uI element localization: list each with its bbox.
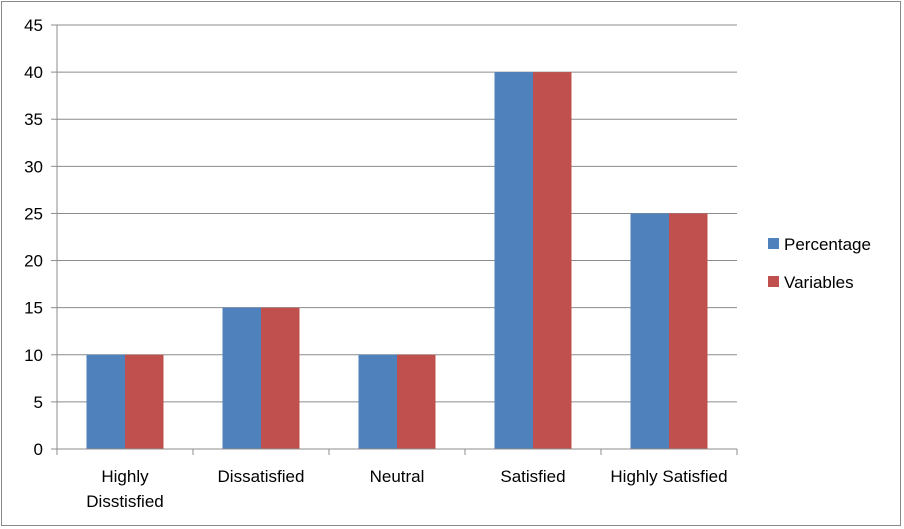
legend: Percentage Variables [768, 235, 871, 292]
x-tick-label: Neutral [370, 467, 425, 486]
bar-variables-0 [125, 354, 164, 449]
y-tick-label: 45 [24, 16, 43, 35]
legend-swatch [768, 238, 779, 249]
gridlines [51, 24, 737, 450]
y-tick-label: 30 [24, 157, 43, 176]
y-tick-label: 5 [34, 393, 43, 412]
y-tick-label: 10 [24, 346, 43, 365]
y-tick-labels: 0 5 10 15 20 25 30 35 40 45 [24, 16, 43, 459]
x-tick-label: Disstisfied [86, 492, 163, 511]
legend-label: Variables [784, 273, 854, 292]
bar-percentage-0 [86, 354, 125, 449]
legend-label: Percentage [784, 235, 871, 254]
bar-percentage-3 [494, 72, 533, 449]
y-tick-label: 35 [24, 110, 43, 129]
y-tick-label: 0 [34, 440, 43, 459]
axes [56, 25, 738, 455]
x-tick-label: Highly Satisfied [610, 467, 727, 486]
bar-percentage-4 [630, 213, 669, 449]
bar-variables-4 [669, 213, 708, 449]
y-tick-label: 20 [24, 252, 43, 271]
bar-variables-1 [261, 307, 300, 449]
x-tick-label: Satisfied [500, 467, 565, 486]
bar-variables-2 [397, 354, 436, 449]
bar-percentage-1 [222, 307, 261, 449]
y-tick-label: 15 [24, 299, 43, 318]
y-tick-label: 40 [24, 63, 43, 82]
bar-percentage-2 [358, 354, 397, 449]
bars [86, 72, 708, 449]
legend-swatch [768, 276, 779, 287]
x-tick-label: Dissatisfied [218, 467, 305, 486]
bar-variables-3 [533, 72, 572, 449]
x-tick-label: Highly [101, 467, 149, 486]
y-tick-label: 25 [24, 204, 43, 223]
x-tick-labels: Highly Disstisfied Dissatisfied Neutral Sati… [86, 467, 727, 511]
